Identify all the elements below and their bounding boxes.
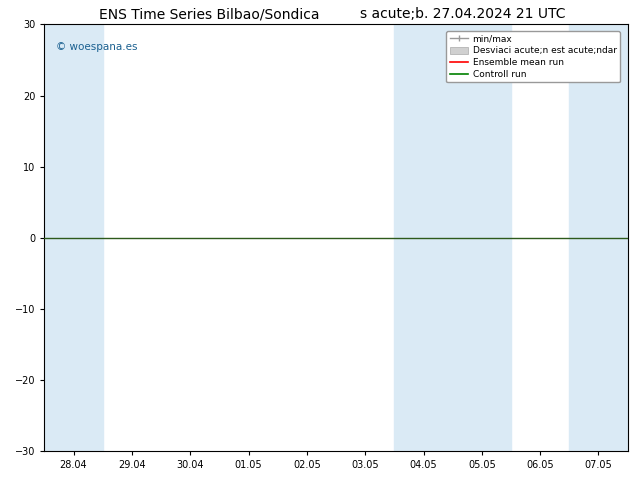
Bar <box>569 24 628 451</box>
Text: s acute;b. 27.04.2024 21 UTC: s acute;b. 27.04.2024 21 UTC <box>360 7 566 22</box>
Legend: min/max, Desviaci acute;n est acute;ndar, Ensemble mean run, Controll run: min/max, Desviaci acute;n est acute;ndar… <box>446 31 620 82</box>
Bar <box>44 24 103 451</box>
Text: ENS Time Series Bilbao/Sondica: ENS Time Series Bilbao/Sondica <box>99 7 320 22</box>
Bar <box>394 24 511 451</box>
Text: © woespana.es: © woespana.es <box>56 42 138 51</box>
